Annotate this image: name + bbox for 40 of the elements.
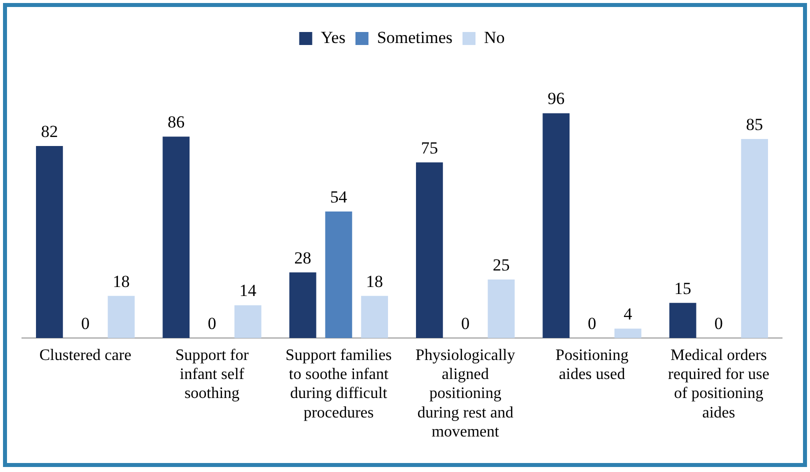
- legend-label: Yes: [320, 28, 346, 47]
- data-label: 14: [239, 281, 257, 300]
- data-label: 54: [330, 188, 348, 207]
- bar: [36, 146, 63, 338]
- data-label: 18: [366, 272, 384, 291]
- x-tick-label: Positioning aides used: [556, 346, 628, 384]
- data-label: 85: [746, 114, 764, 134]
- bar: [416, 162, 443, 338]
- data-label: 4: [624, 304, 633, 324]
- data-label: 18: [112, 272, 130, 291]
- data-label: 75: [420, 138, 438, 158]
- legend-label: Sometimes: [376, 28, 453, 47]
- data-label: 86: [168, 112, 185, 132]
- data-label: 28: [294, 248, 312, 268]
- x-tick-label: Support families to soothe infant during difficult procedures: [286, 346, 392, 422]
- data-label: 0: [461, 314, 470, 333]
- bar: [108, 296, 135, 338]
- bar: [488, 279, 515, 338]
- data-label: 96: [548, 89, 565, 108]
- data-label: 82: [40, 122, 58, 141]
- bar: [542, 113, 570, 338]
- bar: [234, 305, 262, 338]
- data-label: 0: [208, 314, 216, 333]
- bar: [289, 272, 316, 338]
- bar: [669, 302, 696, 338]
- x-tick-label: Medical orders required for use of positioning aides: [668, 346, 770, 422]
- bar: [614, 328, 642, 338]
- data-label: 0: [588, 314, 596, 333]
- bar: [361, 296, 388, 338]
- data-label: 25: [492, 255, 510, 274]
- data-label: 15: [674, 278, 692, 298]
- x-tick-label: Physiologically aligned positioning during rest and movement: [416, 346, 516, 441]
- bar: [325, 212, 352, 338]
- data-label: 0: [714, 314, 723, 333]
- legend-label: No: [484, 28, 505, 47]
- x-tick-label: Support for infant self soothing: [175, 346, 250, 402]
- x-tick-label: Clustered care: [39, 346, 132, 364]
- data-label: 0: [81, 314, 90, 333]
- bar: [741, 138, 768, 338]
- bar: [162, 136, 190, 338]
